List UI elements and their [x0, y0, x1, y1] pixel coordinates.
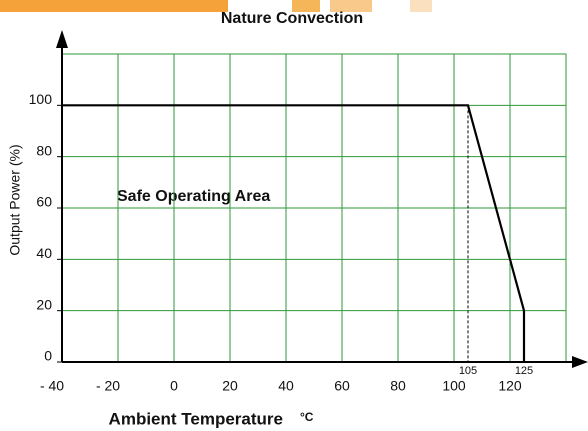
- y-axis-label: Output Power (%): [7, 144, 23, 255]
- y-tick-label: 80: [36, 142, 52, 158]
- x-tick-label: 40: [278, 378, 294, 394]
- y-tick-label: 20: [36, 296, 52, 312]
- data-line: [62, 104, 526, 362]
- x-tick-label: - 20: [96, 378, 120, 394]
- x-tick-label: 120: [498, 378, 522, 394]
- banner-decoration: [292, 0, 320, 12]
- y-tick-label: 60: [36, 194, 52, 210]
- x-tick-label: 60: [334, 378, 350, 394]
- y-tick-label: 100: [29, 91, 53, 107]
- y-axis-arrow: [56, 30, 68, 48]
- chart-title: Nature Convection: [221, 10, 363, 27]
- x-tick-label: 80: [390, 378, 406, 394]
- banner-decoration: [330, 0, 372, 12]
- banner-decoration: [0, 0, 228, 12]
- x-tick-label: 100: [442, 378, 466, 394]
- x-axis-arrow: [572, 356, 588, 368]
- y-tick-label: 0: [44, 348, 52, 364]
- y-tick-label: 40: [36, 245, 52, 261]
- x-axis-unit: °C: [300, 410, 314, 424]
- x-tick-label: 20: [222, 378, 238, 394]
- marker-tick-label: 105: [459, 365, 477, 377]
- x-tick-label: 0: [170, 378, 178, 394]
- marker-tick-label: 125: [515, 365, 533, 377]
- banner-decoration: [410, 0, 432, 12]
- area-annotation: Safe Operating Area: [117, 188, 270, 205]
- x-axis-label: Ambient Temperature: [109, 409, 283, 428]
- x-tick-label: - 40: [40, 378, 64, 394]
